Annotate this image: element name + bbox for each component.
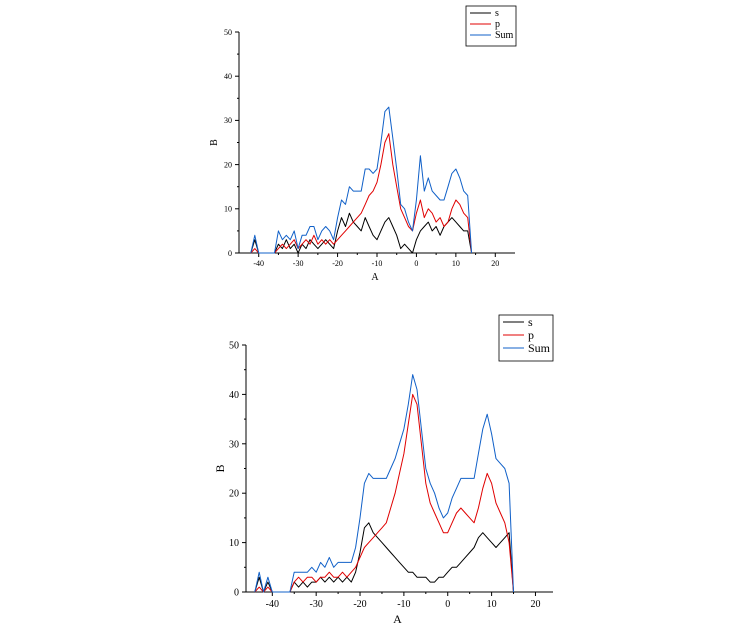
series-line-sum (254, 374, 514, 593)
x-tick-label: -30 (309, 599, 322, 610)
x-tick-label: -10 (397, 599, 410, 610)
x-tick-label: 20 (491, 259, 499, 268)
y-axis-title: B (209, 139, 220, 146)
y-tick-label: 0 (234, 588, 239, 599)
y-tick-label: 0 (228, 249, 232, 258)
x-tick-label: 10 (487, 599, 497, 610)
x-axis-title: A (393, 612, 402, 626)
series-line-p (250, 133, 473, 254)
legend-label-sum: Sum (495, 30, 514, 41)
x-tick-label: -20 (353, 599, 366, 610)
legend-label-sum: Sum (528, 341, 551, 355)
x-tick-label: 20 (530, 599, 540, 610)
series-line-s (250, 212, 473, 254)
y-tick-label: 50 (229, 341, 239, 352)
x-axis-title: A (371, 272, 379, 283)
legend-label-p: p (495, 19, 500, 30)
y-tick-label: 30 (229, 439, 239, 450)
legend-label-s: s (528, 315, 533, 329)
x-tick-label: 0 (414, 259, 418, 268)
x-tick-label: -20 (332, 259, 343, 268)
series-line-sum (250, 106, 473, 254)
y-tick-label: 20 (229, 489, 239, 500)
x-tick-label: -40 (266, 599, 279, 610)
legend-box (498, 314, 554, 362)
x-tick-label: -30 (293, 259, 304, 268)
x-tick-label: 0 (445, 599, 450, 610)
y-tick-label: 10 (229, 538, 239, 549)
y-tick-label: 50 (224, 28, 232, 37)
y-tick-label: 10 (224, 205, 232, 214)
x-tick-label: -10 (372, 259, 383, 268)
y-tick-label: 20 (224, 160, 232, 169)
series-line-p (254, 393, 514, 593)
y-tick-label: 40 (229, 390, 239, 401)
legend-label-s: s (495, 8, 499, 19)
y-tick-label: 30 (224, 116, 232, 125)
y-axis-title: B (213, 464, 227, 472)
legend-label-p: p (528, 328, 534, 342)
series-line-s (254, 522, 514, 593)
x-tick-label: -40 (253, 259, 264, 268)
y-tick-label: 40 (224, 72, 232, 81)
x-tick-label: 10 (452, 259, 460, 268)
